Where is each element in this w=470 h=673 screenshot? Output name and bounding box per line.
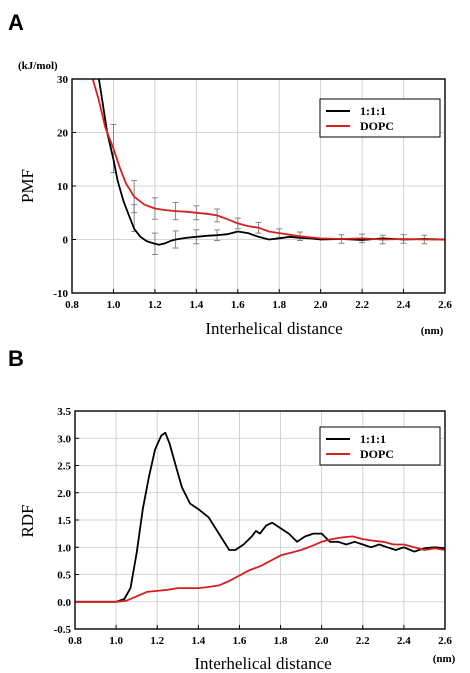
panel-a-xtick-label: 2.0 [314, 299, 328, 311]
panel-b-xtick-label: 2.6 [438, 635, 452, 647]
panel-a-ytick-label: 30 [57, 74, 69, 86]
panel-a-legend-box [319, 98, 441, 138]
panel-a-ytick-label: -10 [53, 288, 68, 300]
panel-b-series-ratio-line [75, 431, 445, 603]
panel-a-xtick-label: 2.2 [355, 299, 369, 311]
panel-b-ytick-label: 3.5 [57, 406, 71, 418]
panel-b-ytick-label: 2.5 [57, 461, 71, 473]
panel-b-ytick-label: 1.0 [57, 542, 71, 554]
panel-a-xtick-label: 2.6 [438, 299, 452, 311]
panel-b-xlabel: Interhelical distance [194, 654, 331, 673]
panel-b-plot: 0.8 1.0 1.2 1.4 1.6 1.8 2.0 2.2 2.4 2.6 -0.5 0.0 0.5… [54, 406, 453, 647]
panel-b-xunit: (nm) [433, 653, 456, 665]
panel-b-ytick-label: 2.0 [57, 488, 71, 500]
panel-a-legend-label: DOPC [360, 119, 394, 133]
panel-b-ytick-label: 1.5 [57, 515, 71, 527]
panel-b-ytick-label: 0.0 [57, 597, 71, 609]
panel-b-xtick-label: 1.6 [233, 635, 247, 647]
panel-b-xtick-label: 2.4 [397, 635, 411, 647]
panel-a-letter: A [8, 10, 24, 35]
panel-b-letter: B [8, 346, 24, 371]
panel-a-series-group [91, 79, 445, 255]
panel-b-legend-box [319, 426, 441, 466]
panel-b-series-dopc-line [75, 535, 445, 603]
panel-b-ytick-label: 3.0 [57, 433, 71, 445]
panel-a-xtick-label: 1.4 [189, 299, 203, 311]
panel-a-xunit: (nm) [421, 325, 444, 337]
panel-a-legend-label: 1:1:1 [360, 104, 386, 118]
panel-b-legend-label: DOPC [360, 447, 394, 461]
panel-a-ylabel: PMF [18, 169, 37, 203]
panel-b-series-group [75, 431, 445, 603]
panel-a-xtick-label: 2.4 [397, 299, 411, 311]
panel-a-xtick-label: 1.6 [231, 299, 245, 311]
panel-a-ytick-label: 0 [63, 235, 69, 247]
panel-a-yunit: (kJ/mol) [18, 60, 58, 72]
panel-b-xtick-label: 2.2 [356, 635, 370, 647]
panel-a-ytick-label: 20 [57, 128, 69, 140]
panel-a-xtick-label: 1.8 [272, 299, 286, 311]
panel-a-xtick-label: 1.2 [148, 299, 162, 311]
panel-a-ytick-label: 10 [57, 181, 69, 193]
panel-a-xtick-label: 1.0 [107, 299, 121, 311]
panel-a-xtick-label: 0.8 [65, 299, 79, 311]
panel-b-legend-label: 1:1:1 [360, 432, 386, 446]
panel-a-frame [71, 78, 446, 294]
panel-b-xtick-label: 2.0 [315, 635, 329, 647]
panel-a-xlabel: Interhelical distance [205, 319, 342, 338]
panel-b-xtick-label: 1.2 [150, 635, 164, 647]
panel-b-ylabel: RDF [18, 504, 37, 537]
panel-b-xtick-label: 1.0 [109, 635, 123, 647]
panel-b-frame [74, 410, 446, 630]
panel-b-ytick-label: 0.5 [57, 570, 71, 582]
panel-b-xtick-label: 0.8 [68, 635, 82, 647]
panel-b-xtick-label: 1.8 [274, 635, 288, 647]
panel-a-plot: 0.8 1.0 1.2 1.4 1.6 1.8 2.0 2.2 2.4 2.6 -10 0 10 20 30… [53, 74, 452, 311]
panel-b-xtick-label: 1.4 [191, 635, 205, 647]
panel-a-series-dopc-line [91, 79, 445, 241]
panel-b-ytick-label: -0.5 [54, 624, 72, 636]
